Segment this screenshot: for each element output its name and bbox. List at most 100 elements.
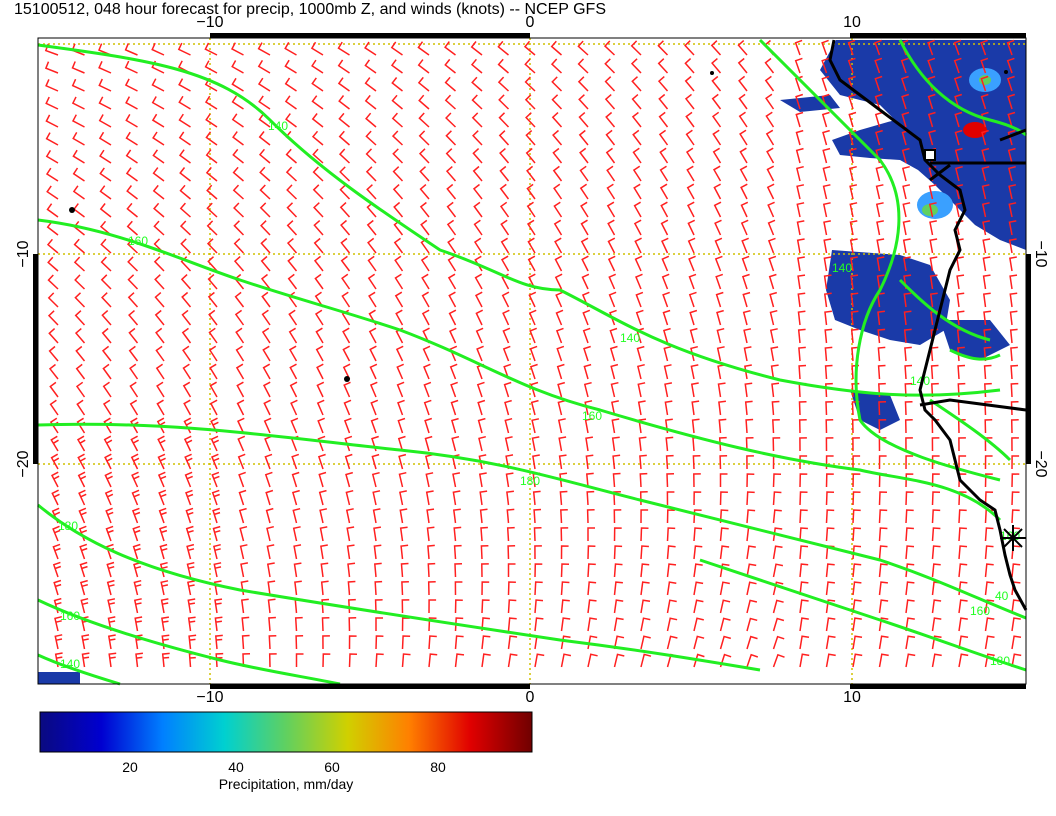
wind-barb [288,345,298,362]
wind-barb [658,93,669,110]
wind-barb [401,580,409,596]
wind-barb [368,327,377,344]
wind-barb [613,563,623,578]
wind-barb [127,274,139,290]
wind-barb [878,617,889,632]
wind-barb [46,238,59,254]
wind-barb [181,327,192,344]
wind-barb [371,471,380,488]
wind-barb [188,634,197,650]
wind-barb [446,183,457,200]
wind-barb [931,599,942,614]
coastline [828,39,1028,611]
wind-barb [263,417,272,434]
wind-barb [265,507,274,524]
wind-barb [186,561,195,578]
wind-barb [849,220,858,236]
wind-barb [365,166,377,182]
wind-barb [823,274,832,290]
wind-barb [900,75,909,92]
wind-barb [129,381,139,398]
wind-barb [770,346,779,362]
wind-barb [876,274,885,290]
wind-barb [507,599,517,614]
wind-barb [1008,238,1017,254]
map-title: 15100512, 048 hour forecast for precip, … [14,1,606,18]
wind-barb [657,76,669,92]
wind-barb [874,75,883,92]
wind-barb [132,525,141,542]
wind-barb [206,220,218,236]
wind-barb [550,58,563,74]
wind-barb [337,41,350,56]
wind-barb [524,58,536,74]
wind-barb [399,490,407,506]
wind-barb [72,167,85,182]
wind-barb [587,563,596,578]
wind-barb [742,309,751,326]
wind-barb [772,635,785,650]
wind-barb [291,453,300,470]
wind-barb [796,202,805,218]
wind-barb [448,291,457,308]
contour-label: 140 [910,374,930,388]
wind-barb [931,653,942,668]
wind-barb [905,635,916,650]
wind-barb [125,167,138,182]
wind-barb [481,617,490,632]
wind-barb [267,598,276,614]
wind-barb [235,345,245,362]
wind-barb [772,437,781,452]
wind-barb [242,652,251,668]
wind-barb [795,93,804,110]
wind-barb [204,95,218,110]
wind-barb [905,437,913,452]
wind-barb [238,507,247,524]
wind-barb [822,147,831,164]
wind-barb [445,148,457,164]
wind-barb [659,147,669,164]
wind-barb [587,545,596,560]
wind-barb [291,471,300,488]
wind-barb [126,185,138,200]
wind-barb [958,635,969,650]
wind-barb [319,508,328,524]
wind-barb [666,581,677,596]
wind-barb [685,111,695,128]
wind-barb [771,382,780,398]
wind-barb [821,57,830,74]
wind-barb [104,453,113,470]
wind-barb [685,147,695,164]
wind-barb [446,219,457,236]
wind-barb [557,399,566,416]
wind-barb [417,41,430,56]
wind-barb [261,309,271,326]
wind-barb [583,345,591,362]
wind-barb [877,364,886,380]
wind-barb [560,581,570,596]
wind-barb [101,345,112,362]
wind-barb [156,417,166,434]
wind-barb [344,435,353,452]
wind-barb [211,489,220,506]
wind-barb [293,562,302,578]
wind-barb [284,77,297,92]
wind-barb [693,635,705,650]
wind-barb [480,526,488,542]
wind-barb [529,345,538,362]
wind-barb [155,345,165,362]
wind-barb [613,653,625,668]
wind-barb [185,489,194,506]
wind-barb [550,40,562,56]
wind-barb [848,165,857,182]
wind-barb [769,328,778,344]
wind-barb [313,255,324,272]
contour-label: 160 [582,409,602,423]
wind-barb [101,310,112,326]
wind-barb [852,527,861,542]
wind-barb [107,598,116,614]
wind-barb [822,184,831,200]
wind-barb [230,42,244,56]
wind-barb [577,76,589,92]
wind-barb [419,184,430,200]
